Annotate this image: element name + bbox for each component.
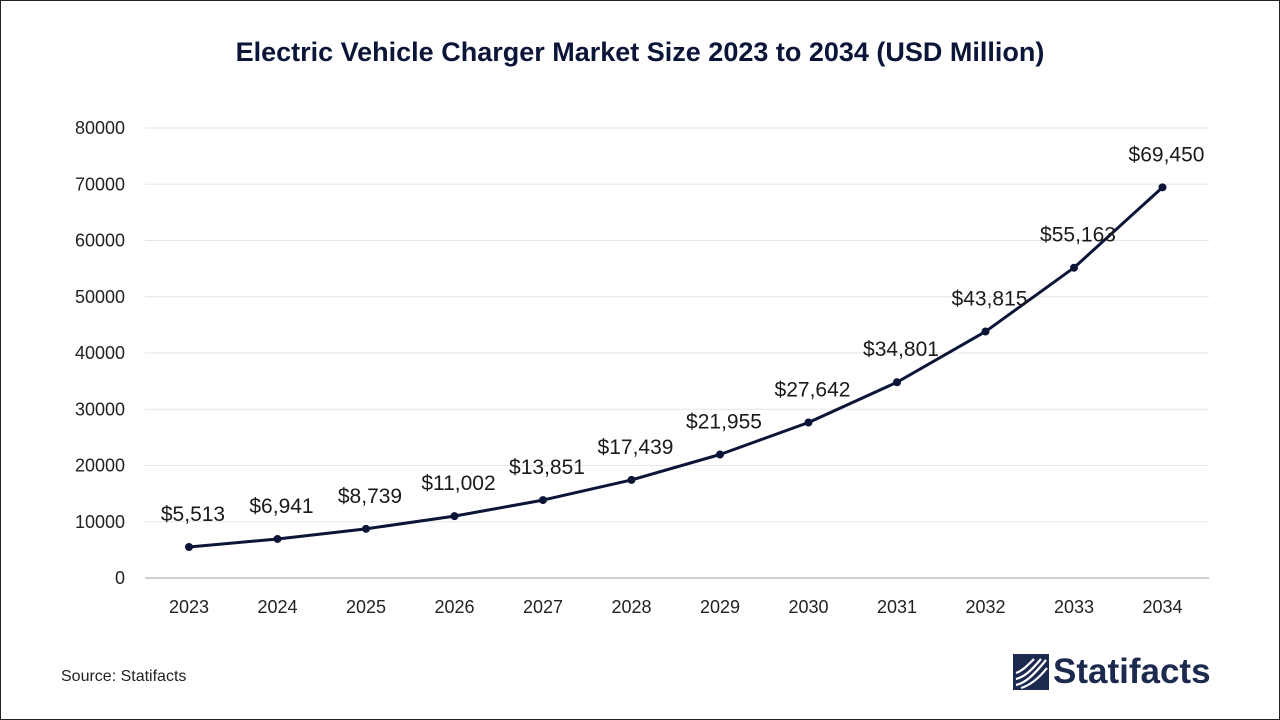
data-point-2030 <box>804 418 813 427</box>
source-note: Source: Statifacts <box>61 668 187 685</box>
y-tick-label-40000: 40000 <box>75 343 125 363</box>
statifacts-logo-icon <box>1013 654 1049 690</box>
y-tick-label-30000: 30000 <box>75 399 125 419</box>
data-point-2029 <box>716 450 724 459</box>
data-point-2025 <box>362 524 370 533</box>
data-point-2024 <box>273 534 282 543</box>
x-tick-label-2025: 2025 <box>346 597 386 617</box>
brand-name: Statifacts <box>1053 652 1211 691</box>
chart-title: Electric Vehicle Charger Market Size 202… <box>235 37 1045 67</box>
data-labels: $5,513 $6,941 $8,739 $11,002 $13,851 $17,439 $… <box>161 143 1205 526</box>
x-tick-label-2034: 2034 <box>1142 597 1182 617</box>
y-tick-label-80000: 80000 <box>75 118 125 138</box>
data-label-2029: $21,955 <box>686 411 762 434</box>
data-label-2032: $43,815 <box>952 288 1028 311</box>
x-tick-label-2024: 2024 <box>257 597 297 617</box>
data-point-2023 <box>185 542 193 551</box>
series-line <box>187 185 1164 549</box>
data-label-2023: $5,513 <box>161 503 225 526</box>
data-point-2034 <box>1158 183 1167 192</box>
data-label-2031: $34,801 <box>863 338 939 361</box>
y-axis-ticks: 0 10000 20000 30000 40000 50000 60000 70000 8000… <box>75 118 125 588</box>
data-point-2026 <box>450 512 459 521</box>
data-label-2030: $27,642 <box>775 379 851 402</box>
x-tick-label-2026: 2026 <box>434 597 474 617</box>
data-point-2027 <box>539 496 547 505</box>
x-tick-label-2023: 2023 <box>169 597 209 617</box>
y-tick-label-60000: 60000 <box>75 231 125 251</box>
y-tick-label-20000: 20000 <box>75 456 125 476</box>
y-tick-label-0: 0 <box>115 568 125 588</box>
data-label-2026: $11,002 <box>421 472 495 495</box>
data-label-2034: $69,450 <box>1129 143 1205 166</box>
x-tick-label-2030: 2030 <box>788 597 828 617</box>
x-tick-label-2029: 2029 <box>700 597 740 617</box>
data-label-2024: $6,941 <box>249 495 313 518</box>
data-point-2028 <box>627 475 636 484</box>
x-tick-label-2028: 2028 <box>611 597 651 617</box>
data-label-2028: $17,439 <box>598 436 674 459</box>
data-point-2032 <box>981 327 990 336</box>
data-point-2031 <box>893 378 901 387</box>
y-tick-label-70000: 70000 <box>75 174 125 194</box>
y-tick-label-50000: 50000 <box>75 287 125 307</box>
y-tick-label-10000: 10000 <box>75 512 125 532</box>
x-tick-label-2027: 2027 <box>523 597 563 617</box>
gridlines <box>145 127 1209 523</box>
x-tick-label-2033: 2033 <box>1054 597 1094 617</box>
series-market-size <box>185 183 1167 551</box>
x-tick-label-2031: 2031 <box>877 597 917 617</box>
data-point-2033 <box>1070 263 1078 272</box>
data-label-2027: $13,851 <box>509 456 585 479</box>
x-axis-ticks: 2023 2024 2025 2026 2027 2028 2029 2030 2031 2032… <box>169 597 1183 617</box>
data-label-2033: $55,163 <box>1040 224 1116 247</box>
brand: Statifacts <box>1013 652 1211 692</box>
data-label-2025: $8,739 <box>338 485 402 508</box>
x-tick-label-2032: 2032 <box>965 597 1005 617</box>
